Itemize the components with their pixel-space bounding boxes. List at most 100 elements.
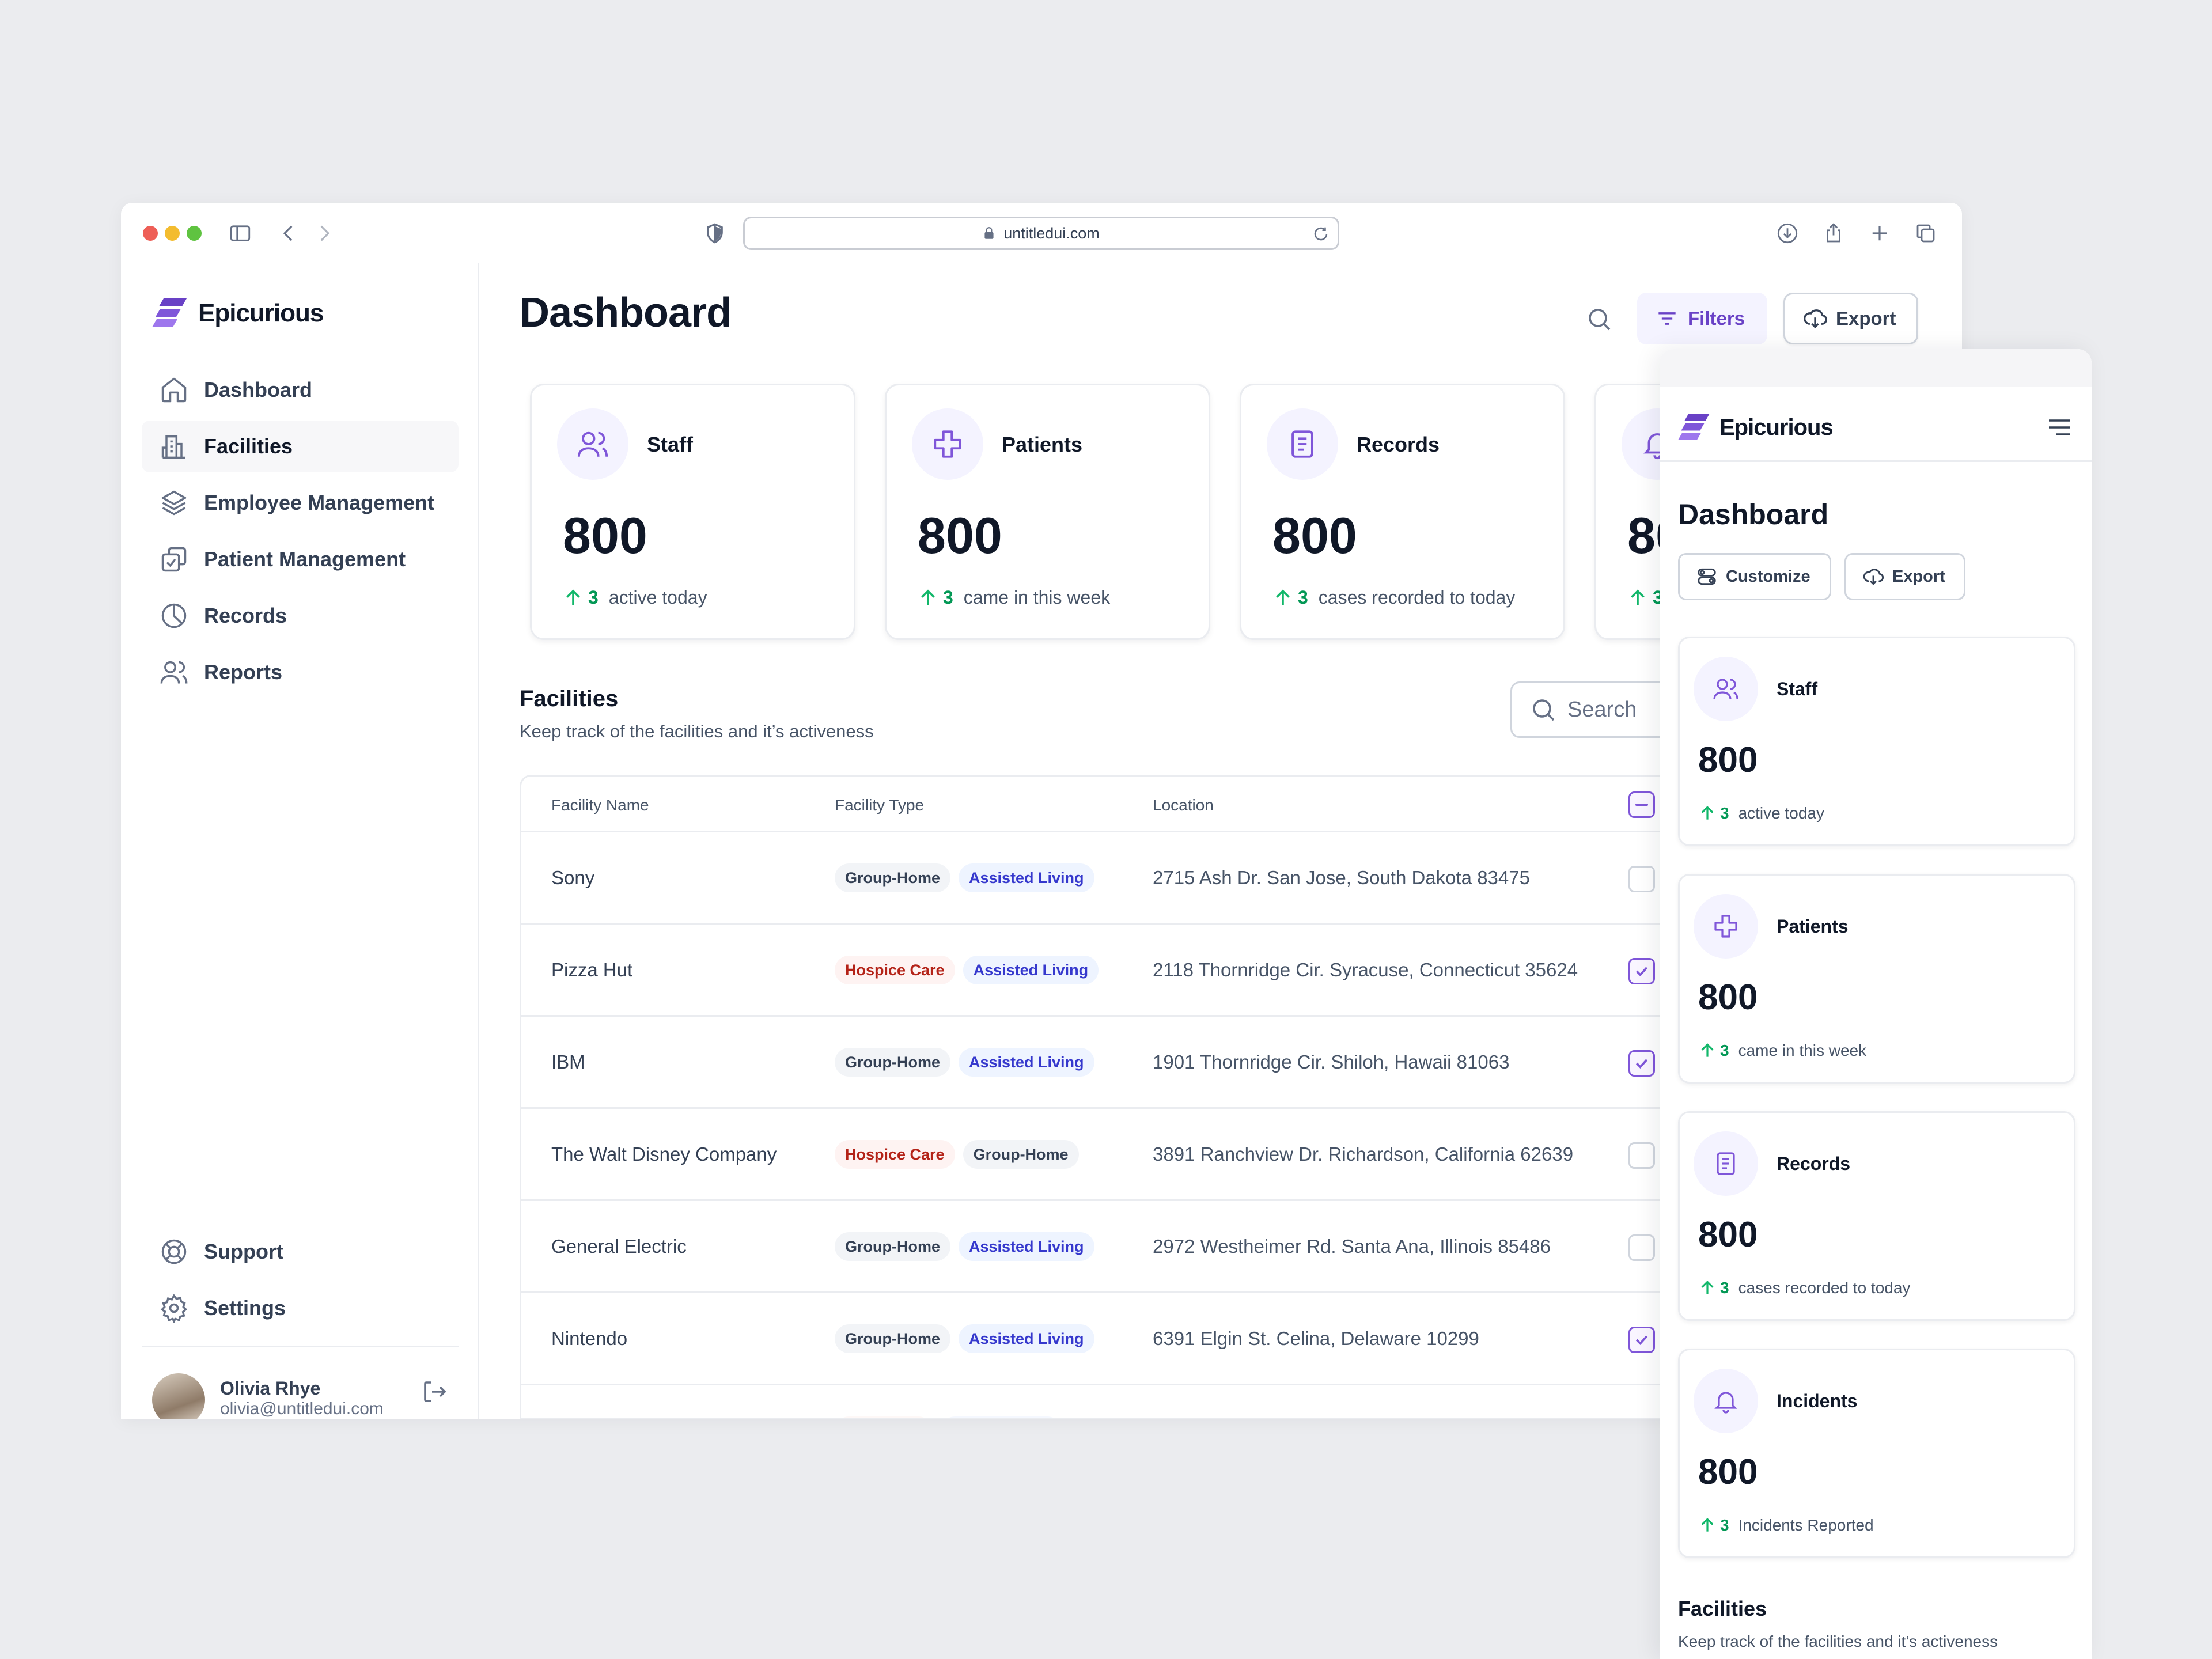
type-badge: Assisted Living xyxy=(959,1232,1094,1261)
stat-delta-value: 3 xyxy=(1298,587,1308,608)
building-icon xyxy=(161,435,185,459)
sidebar-item-records[interactable]: Records xyxy=(142,590,459,642)
stat-card-patients[interactable]: Patients 800 3 came in this week xyxy=(1678,874,2075,1084)
user-email: olivia@untitledui.com xyxy=(220,1399,384,1418)
export-button-label: Export xyxy=(1836,308,1896,329)
stat-card-records[interactable]: Records 800 3 cases recorded to today xyxy=(1240,384,1565,640)
cloud-download-icon xyxy=(1863,569,1884,585)
brand-name: Epicurious xyxy=(198,299,324,327)
sidebar-item-dashboard[interactable]: Dashboard xyxy=(142,364,459,416)
browser-toolbar: untitledui.com xyxy=(121,203,1962,263)
stat-delta: 3 Incidents Reported xyxy=(1698,1516,1874,1535)
sidebar-item-employee-management[interactable]: Employee Management xyxy=(142,477,459,529)
export-button-label: Export xyxy=(1892,567,1945,586)
stat-label: Incidents xyxy=(1777,1391,1858,1411)
type-badge: Group-Home xyxy=(963,1140,1079,1169)
stat-delta-note: came in this week xyxy=(963,587,1111,608)
download-icon[interactable] xyxy=(1775,221,1800,245)
row-checkbox[interactable] xyxy=(1628,1142,1655,1169)
stat-value: 800 xyxy=(1698,740,1758,780)
facility-types: Group-Home Assisted Living xyxy=(835,863,1103,892)
sidebar-item-facilities[interactable]: Facilities xyxy=(142,421,459,472)
sidebar-toggle-icon[interactable] xyxy=(228,221,252,245)
stat-delta-value: 3 xyxy=(1720,1041,1729,1059)
back-icon[interactable] xyxy=(276,221,301,245)
table-row[interactable]: Pizza Hut Hospice Care Assisted Living 2… xyxy=(521,925,1900,1017)
row-checkbox[interactable] xyxy=(1628,1050,1655,1077)
mobile-status-bar xyxy=(1660,349,2092,387)
type-badge xyxy=(941,1416,1062,1418)
export-button[interactable]: Export xyxy=(1844,553,1965,600)
users-icon-wrapper xyxy=(557,408,628,480)
row-checkbox[interactable] xyxy=(1628,866,1655,892)
select-all-checkbox[interactable] xyxy=(1628,791,1655,818)
new-tab-icon[interactable] xyxy=(1868,221,1892,245)
minimize-window-button[interactable] xyxy=(165,226,180,241)
brand-logo[interactable]: Epicurious xyxy=(1678,411,1834,444)
facilities-search-input[interactable]: Search xyxy=(1510,681,1741,738)
arrow-up-icon xyxy=(1276,589,1290,605)
stat-delta-value: 3 xyxy=(588,587,599,608)
stat-delta: 3 active today xyxy=(563,587,707,608)
row-checkbox[interactable] xyxy=(1628,1327,1655,1353)
stat-card-records[interactable]: Records 800 3 cases recorded to today xyxy=(1678,1111,2075,1321)
table-row[interactable]: The Walt Disney Company Hospice Care Gro… xyxy=(521,1109,1900,1201)
close-window-button[interactable] xyxy=(143,226,158,241)
stat-delta-note: cases recorded to today xyxy=(1318,587,1516,608)
arrow-up-icon xyxy=(1631,589,1645,605)
table-row[interactable] xyxy=(521,1385,1900,1418)
column-header-facility-name[interactable]: Facility Name xyxy=(551,796,649,814)
address-bar[interactable]: untitledui.com xyxy=(743,217,1339,250)
table-row[interactable]: General Electric Group-Home Assisted Liv… xyxy=(521,1201,1900,1293)
stat-card-patients[interactable]: Patients 800 3 came in this week xyxy=(885,384,1210,640)
user-profile[interactable]: Olivia Rhye olivia@untitledui.com xyxy=(152,1373,384,1419)
filter-lines-icon xyxy=(1658,312,1676,325)
stat-card-incidents[interactable]: Incidents 800 3 Incidents Reported xyxy=(1678,1349,2075,1558)
stat-delta-value: 3 xyxy=(1720,1516,1729,1534)
facility-types: Group-Home Assisted Living xyxy=(835,1232,1103,1261)
reload-icon[interactable] xyxy=(1312,225,1330,243)
facility-location: 2118 Thornridge Cir. Syracuse, Connectic… xyxy=(1153,959,1578,980)
filters-button[interactable]: Filters xyxy=(1637,293,1767,344)
table-row[interactable]: Sony Group-Home Assisted Living 2715 Ash… xyxy=(521,832,1900,925)
customize-button[interactable]: Customize xyxy=(1678,553,1831,600)
file-icon xyxy=(1717,1152,1735,1175)
sidebar-item-label: Facilities xyxy=(204,434,293,458)
forward-icon[interactable] xyxy=(312,221,336,245)
row-checkbox[interactable] xyxy=(1628,1234,1655,1261)
logout-icon[interactable] xyxy=(421,1378,448,1406)
sidebar-item-label: Settings xyxy=(204,1296,286,1320)
column-header-facility-type[interactable]: Facility Type xyxy=(835,796,925,814)
table-row[interactable]: Nintendo Group-Home Assisted Living 6391… xyxy=(521,1293,1900,1385)
layers-icon xyxy=(161,490,187,516)
column-header-location[interactable]: Location xyxy=(1153,796,1214,814)
type-badge: Group-Home xyxy=(835,1232,950,1261)
sidebar-item-settings[interactable]: Settings xyxy=(142,1282,459,1334)
arrow-up-icon xyxy=(1701,806,1714,820)
file-icon xyxy=(1291,430,1313,458)
mobile-preview: Epicurious Dashboard Customize Export St… xyxy=(1660,349,2092,1659)
sidebar-item-patient-management[interactable]: Patient Management xyxy=(142,533,459,585)
stat-label: Patients xyxy=(1002,433,1083,456)
tabs-overview-icon[interactable] xyxy=(1914,221,1938,245)
search-icon[interactable] xyxy=(1585,305,1613,333)
brand-name: Epicurious xyxy=(1719,414,1834,440)
menu-icon[interactable] xyxy=(2046,414,2073,441)
sidebar-item-reports[interactable]: Reports xyxy=(142,646,459,698)
search-placeholder: Search xyxy=(1567,697,1637,722)
shield-icon[interactable] xyxy=(703,221,727,245)
export-button[interactable]: Export xyxy=(1783,293,1918,344)
stat-delta: 3 came in this week xyxy=(1698,1041,1866,1060)
stat-label: Staff xyxy=(1777,679,1818,699)
stat-card-staff[interactable]: Staff 800 3 active today xyxy=(1678,637,2075,846)
type-badge: Assisted Living xyxy=(959,1048,1094,1077)
table-row[interactable]: IBM Group-Home Assisted Living 1901 Thor… xyxy=(521,1017,1900,1109)
sidebar-item-support[interactable]: Support xyxy=(142,1226,459,1278)
maximize-window-button[interactable] xyxy=(187,226,202,241)
row-checkbox[interactable] xyxy=(1628,958,1655,984)
stat-card-staff[interactable]: Staff 800 3 active today xyxy=(530,384,855,640)
brand-logo[interactable]: Epicurious xyxy=(152,296,324,331)
stat-delta-value: 3 xyxy=(1720,1279,1729,1297)
users-icon xyxy=(577,431,608,457)
share-icon[interactable] xyxy=(1821,221,1846,245)
